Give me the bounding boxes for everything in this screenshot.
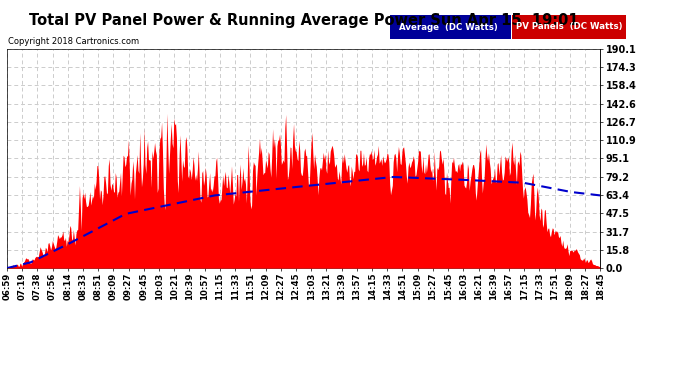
Text: PV Panels  (DC Watts): PV Panels (DC Watts)	[515, 22, 622, 32]
Text: Copyright 2018 Cartronics.com: Copyright 2018 Cartronics.com	[8, 37, 139, 46]
Text: Total PV Panel Power & Running Average Power Sun Apr 15  19:01: Total PV Panel Power & Running Average P…	[29, 13, 578, 28]
Text: Average  (DC Watts): Average (DC Watts)	[399, 22, 498, 32]
